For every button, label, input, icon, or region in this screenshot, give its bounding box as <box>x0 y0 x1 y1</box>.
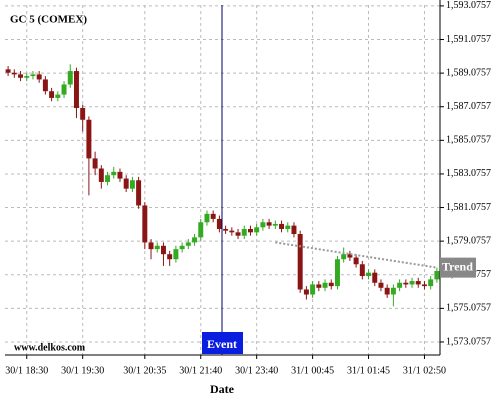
candle-body <box>49 91 55 98</box>
candle-body <box>421 284 427 287</box>
y-tick-label: 1,589.0757 <box>446 67 491 78</box>
candle-body <box>341 254 347 260</box>
y-tick-label: 1,581.0757 <box>446 202 491 213</box>
candle-body <box>67 71 73 85</box>
candle-body <box>266 222 272 226</box>
candle-body <box>235 232 241 236</box>
candle-body <box>347 254 353 258</box>
candle-body <box>179 245 185 250</box>
y-tick-label: 1,573.0757 <box>446 336 491 347</box>
candle-body <box>291 225 297 235</box>
x-tick-label: 30/1 19:30 <box>61 365 104 376</box>
candle-body <box>210 213 216 219</box>
candle-body <box>30 74 36 77</box>
candle-body <box>434 270 440 280</box>
candle-body <box>397 282 403 288</box>
candle-body <box>241 228 247 236</box>
candle-body <box>378 282 384 288</box>
candle-body <box>372 272 378 283</box>
candle-body <box>36 74 42 80</box>
candle-body <box>73 71 79 109</box>
candle-body <box>98 168 104 182</box>
candle-body <box>55 94 61 98</box>
candle-body <box>61 84 67 95</box>
candle-body <box>303 289 309 295</box>
y-tick-label: 1,591.0757 <box>446 34 491 45</box>
candle-body <box>5 69 11 73</box>
candle-body <box>142 205 148 243</box>
candle-body <box>185 242 191 246</box>
trend-label: Trend <box>442 259 473 273</box>
candle-body <box>105 175 111 182</box>
candle-body <box>409 281 415 285</box>
candle-body <box>297 234 303 290</box>
x-tick-label: 31/1 01:45 <box>347 365 390 376</box>
candle-body <box>154 245 160 250</box>
candle-body <box>322 282 328 288</box>
source: www.delkos.com <box>14 342 86 353</box>
candle-body <box>285 225 291 229</box>
candle-body <box>18 74 24 78</box>
candle-body <box>204 213 210 223</box>
x-tick-label: 30/1 23:40 <box>235 365 278 376</box>
x-tick-label: 31/1 00:45 <box>291 365 334 376</box>
candle-body <box>129 180 135 189</box>
candle-body <box>92 158 98 169</box>
candle-body <box>192 237 198 243</box>
candle-body <box>310 284 316 295</box>
candle-body <box>24 76 30 78</box>
candle-body <box>415 281 421 285</box>
event-box <box>202 332 243 354</box>
candle-body <box>384 287 390 295</box>
candle-body <box>328 282 334 287</box>
candle-body <box>316 284 322 288</box>
candle-body <box>123 178 129 189</box>
candle-body <box>42 79 48 92</box>
candle-body <box>260 222 266 228</box>
candle-body <box>279 223 285 229</box>
candle-body <box>366 272 372 277</box>
event-label: Event <box>207 337 237 351</box>
candle-body <box>403 282 409 285</box>
x-tick-label: 31/1 02:50 <box>403 365 446 376</box>
chart-title: GC 5 (COMEX) <box>10 14 87 26</box>
x-tick-label: 30/1 18:30 <box>5 365 48 376</box>
candle-body <box>254 227 260 233</box>
candle-body <box>117 171 123 179</box>
candle-body <box>167 254 173 260</box>
candles <box>5 64 440 307</box>
candle-body <box>216 218 222 229</box>
candle-body <box>390 287 396 295</box>
candle-body <box>198 222 204 238</box>
y-tick-label: 1,585.0757 <box>446 135 491 146</box>
candle-body <box>428 279 434 287</box>
x-tick-label: 30/1 20:35 <box>123 365 166 376</box>
candle-body <box>160 245 166 255</box>
x-tick-label: 30/1 21:40 <box>179 365 222 376</box>
candle-body <box>86 119 92 159</box>
y-tick-label: 1,579.0757 <box>446 235 491 246</box>
candle-body <box>80 108 86 120</box>
x-axis-title: Date <box>210 382 235 396</box>
y-tick-label: 1,583.0757 <box>446 168 491 179</box>
y-tick-label: 1,593.0757 <box>446 0 491 11</box>
candle-body <box>334 259 340 287</box>
trend-box <box>440 257 476 278</box>
candle-body <box>11 72 17 75</box>
candle-body <box>223 228 229 231</box>
candle-body <box>173 249 179 260</box>
candle-body <box>136 180 142 206</box>
candle-body <box>229 230 235 233</box>
candle-body <box>111 171 117 176</box>
candle-body <box>247 228 253 233</box>
y-tick-label: 1,587.0757 <box>446 101 491 112</box>
candle-body <box>359 264 365 277</box>
candle-body <box>272 223 278 226</box>
candle-body <box>353 257 359 265</box>
y-tick-label: 1,575.0757 <box>446 303 491 314</box>
trend-line <box>275 241 438 269</box>
candle-body <box>148 242 154 250</box>
